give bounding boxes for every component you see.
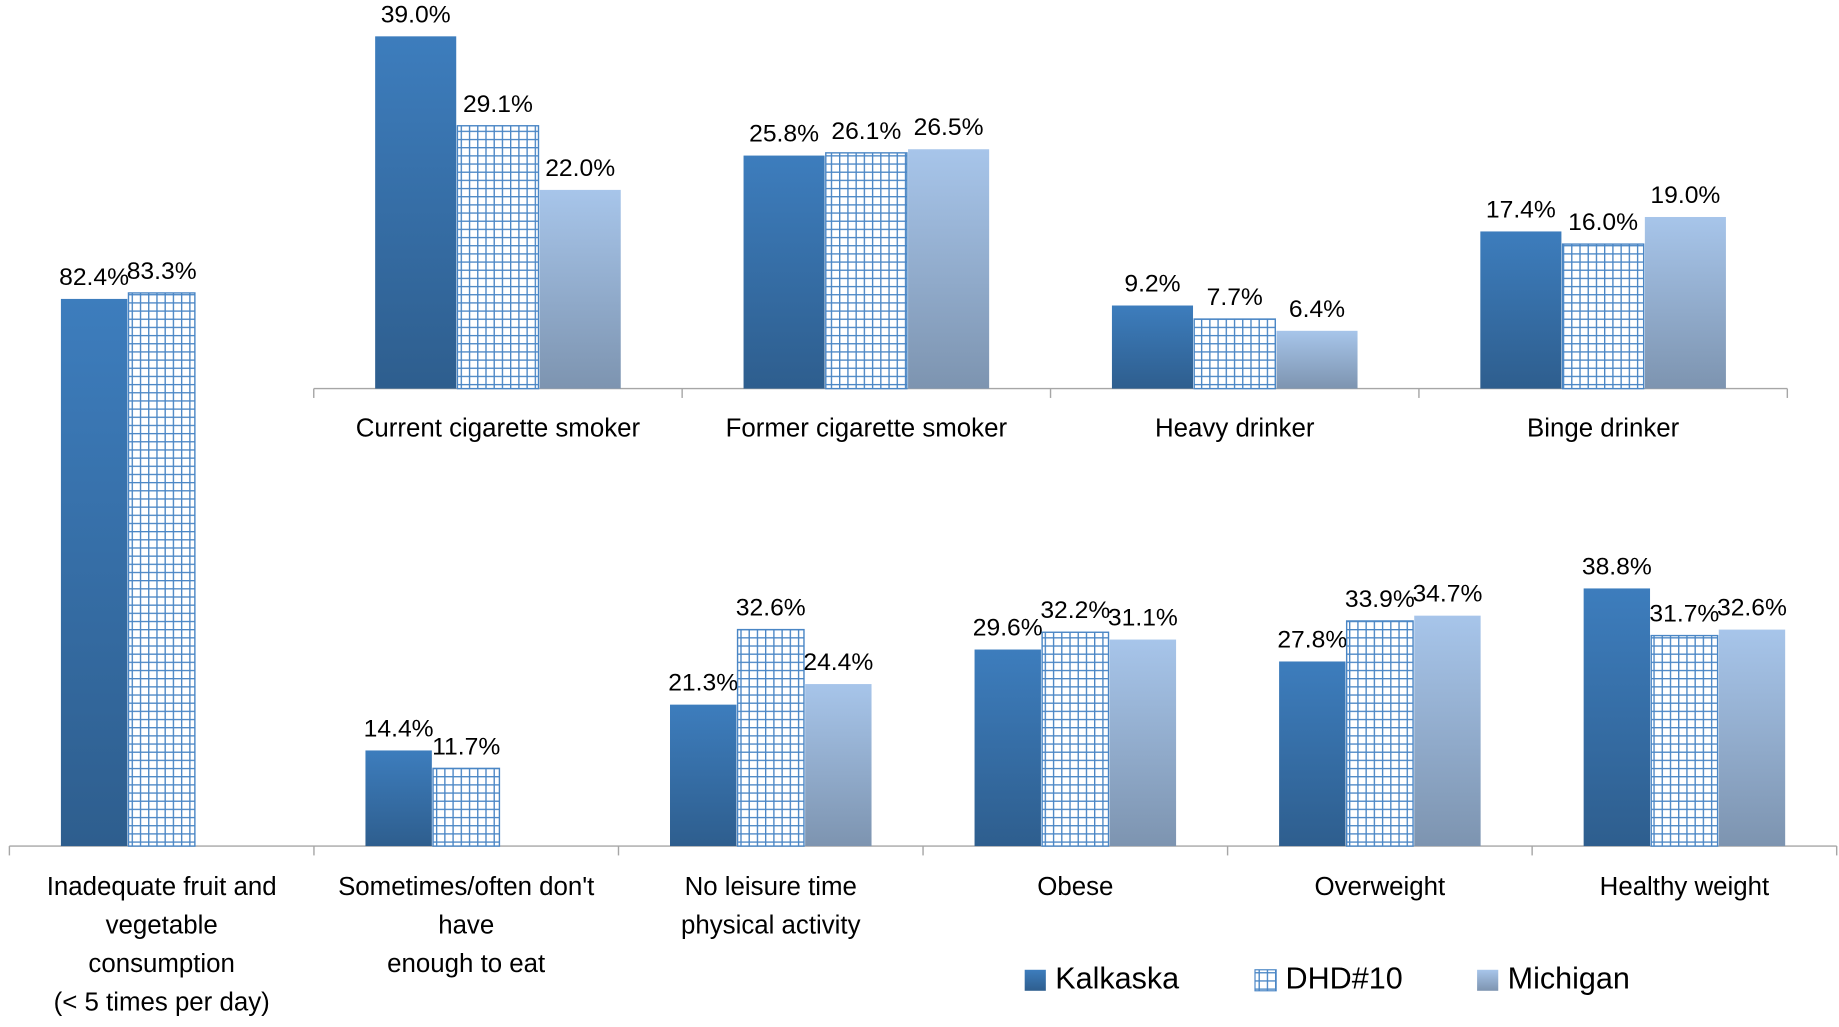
value-label: 82.4% — [59, 264, 129, 291]
value-label: 21.3% — [668, 670, 738, 697]
value-label: 32.2% — [1040, 597, 1110, 624]
bar — [1345, 620, 1414, 847]
value-label: 17.4% — [1486, 197, 1556, 224]
x-tick-label: Sometimes/often don't have enough to eat — [338, 873, 594, 978]
value-label: 26.1% — [831, 118, 901, 145]
bar — [736, 628, 805, 847]
value-label: 16.0% — [1568, 209, 1638, 236]
bar — [1480, 231, 1562, 389]
legend-swatch — [1024, 969, 1046, 991]
value-label: 32.6% — [1717, 595, 1787, 622]
bar — [974, 649, 1041, 847]
value-label: 38.8% — [1582, 554, 1652, 581]
bar — [1193, 318, 1276, 390]
bar — [743, 155, 825, 389]
bar — [1109, 639, 1177, 847]
bar — [456, 125, 540, 390]
legend-label: DHD#10 — [1286, 961, 1403, 995]
bar — [375, 36, 457, 389]
value-label: 32.6% — [736, 595, 806, 622]
x-tick-label: Heavy drinker — [1155, 414, 1315, 442]
bar — [1279, 661, 1346, 847]
value-label: 22.0% — [545, 155, 615, 182]
value-label: 26.5% — [914, 114, 984, 141]
bar — [670, 704, 737, 847]
bar — [1414, 615, 1481, 847]
bar — [1718, 629, 1786, 847]
value-label: 19.0% — [1650, 182, 1720, 209]
value-label: 83.3% — [127, 258, 197, 285]
bar — [539, 189, 621, 389]
legend-label: Kalkaska — [1055, 961, 1179, 995]
x-tick-label: Binge drinker — [1527, 414, 1680, 442]
bar — [1644, 216, 1726, 389]
bar — [1041, 631, 1110, 847]
bar — [60, 298, 128, 847]
value-label: 25.8% — [749, 121, 819, 148]
x-tick-label: Inadequate fruit and vegetable consumption… — [47, 873, 277, 1016]
value-label: 29.1% — [463, 91, 533, 118]
x-tick-label: Healthy weight — [1600, 873, 1769, 901]
legend-swatch — [1254, 969, 1277, 992]
value-label: 9.2% — [1124, 271, 1180, 298]
bar — [1276, 330, 1358, 389]
value-label: 14.4% — [364, 716, 434, 743]
value-label: 31.1% — [1108, 605, 1178, 632]
value-label: 34.7% — [1412, 581, 1482, 608]
bar — [365, 750, 432, 847]
bar — [908, 149, 990, 389]
value-label: 29.6% — [973, 615, 1043, 642]
bar — [1111, 305, 1194, 389]
value-label: 39.0% — [381, 1, 451, 28]
value-label: 33.9% — [1345, 586, 1415, 613]
x-tick-label: Obese — [1037, 873, 1113, 901]
legend-label: Michigan — [1508, 961, 1630, 995]
bar — [1561, 243, 1645, 390]
x-tick-label: Overweight — [1315, 873, 1446, 901]
bar — [1583, 588, 1651, 847]
legend-swatch — [1477, 969, 1499, 991]
value-label: 6.4% — [1289, 296, 1345, 323]
x-tick-label: Former cigarette smoker — [726, 414, 1008, 442]
bar — [825, 152, 908, 390]
plot-area: Inadequate fruit and vegetable consumption… — [8, 1, 1838, 1016]
value-label: 7.7% — [1207, 284, 1263, 311]
value-label: 31.7% — [1649, 601, 1719, 628]
value-label: 24.4% — [803, 649, 873, 676]
value-label: 11.7% — [432, 733, 500, 760]
x-tick-label: Current cigarette smoker — [356, 414, 641, 442]
bar — [127, 292, 196, 847]
bar — [432, 767, 501, 847]
value-label: 27.8% — [1277, 627, 1347, 654]
x-tick-label: No leisure time physical activity — [681, 873, 861, 939]
bar — [805, 684, 872, 847]
bar — [1650, 634, 1719, 847]
